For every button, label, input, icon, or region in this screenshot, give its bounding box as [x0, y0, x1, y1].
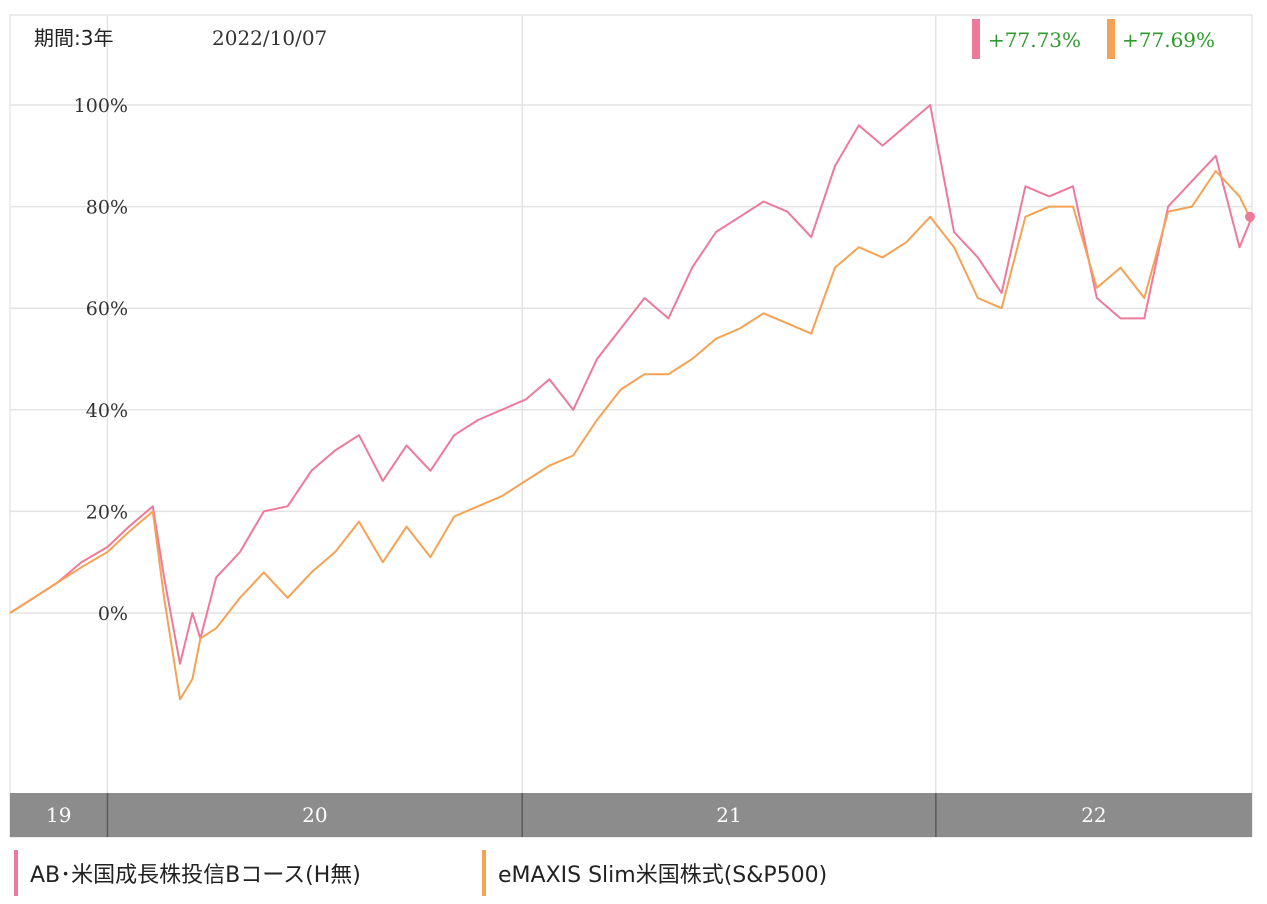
y-tick-label: 0%: [98, 603, 128, 625]
y-tick-label: 80%: [86, 197, 128, 219]
x-tick-label-22: 22: [1081, 803, 1106, 827]
plot-frame: [9, 14, 1253, 838]
y-tick-label: 100%: [74, 95, 128, 117]
x-tick-label-19: 19: [46, 803, 71, 827]
y-tick-label: 60%: [86, 298, 128, 320]
series-line-pink: [9, 104, 1253, 665]
legend-label-pink: AB･米国成長株投信Bコース(H無): [30, 863, 361, 888]
x-band-segment-19: [10, 793, 108, 837]
series-lines: [9, 104, 1255, 701]
x-band-segment-20: [107, 793, 523, 837]
date-label: 2022/10/07: [212, 26, 327, 50]
y-tick-label: 40%: [86, 400, 128, 422]
legend-item-orange: eMAXIS Slim米国株式(S&P500): [482, 850, 827, 896]
badge-orange-value: +77.69%: [1122, 28, 1215, 52]
x-tick-label-20: 20: [302, 803, 327, 827]
legend: AB･米国成長株投信Bコース(H無) eMAXIS Slim米国株式(S&P50…: [0, 840, 1267, 904]
y-tick-labels: 0% 20% 40% 60% 80% 100%: [74, 95, 128, 625]
x-axis-band: 19 20 21 22: [10, 793, 1252, 837]
badge-pink-marker: [972, 19, 980, 59]
x-band-segment-21: [522, 793, 936, 837]
y-tick-label: 20%: [86, 501, 128, 523]
line-chart: 0% 20% 40% 60% 80% 100% 19 20 21 22 期間:3年 2022/1…: [9, 14, 1255, 838]
x-tick-label-21: 21: [716, 803, 741, 827]
vertical-gridlines: [106, 15, 937, 793]
legend-item-pink: AB･米国成長株投信Bコース(H無): [14, 850, 361, 896]
badge-pink-value: +77.73%: [988, 28, 1081, 52]
x-band-segment-22: [935, 793, 1252, 837]
gridlines: [10, 104, 1252, 614]
legend-pink-swatch: [14, 850, 18, 896]
legend-orange-swatch: [482, 850, 486, 896]
period-label: 期間:3年: [34, 26, 113, 50]
series-end-marker: [1245, 211, 1255, 222]
badge-orange-marker: [1107, 19, 1115, 59]
series-line-orange: [9, 170, 1253, 701]
legend-label-orange: eMAXIS Slim米国株式(S&P500): [498, 863, 828, 888]
